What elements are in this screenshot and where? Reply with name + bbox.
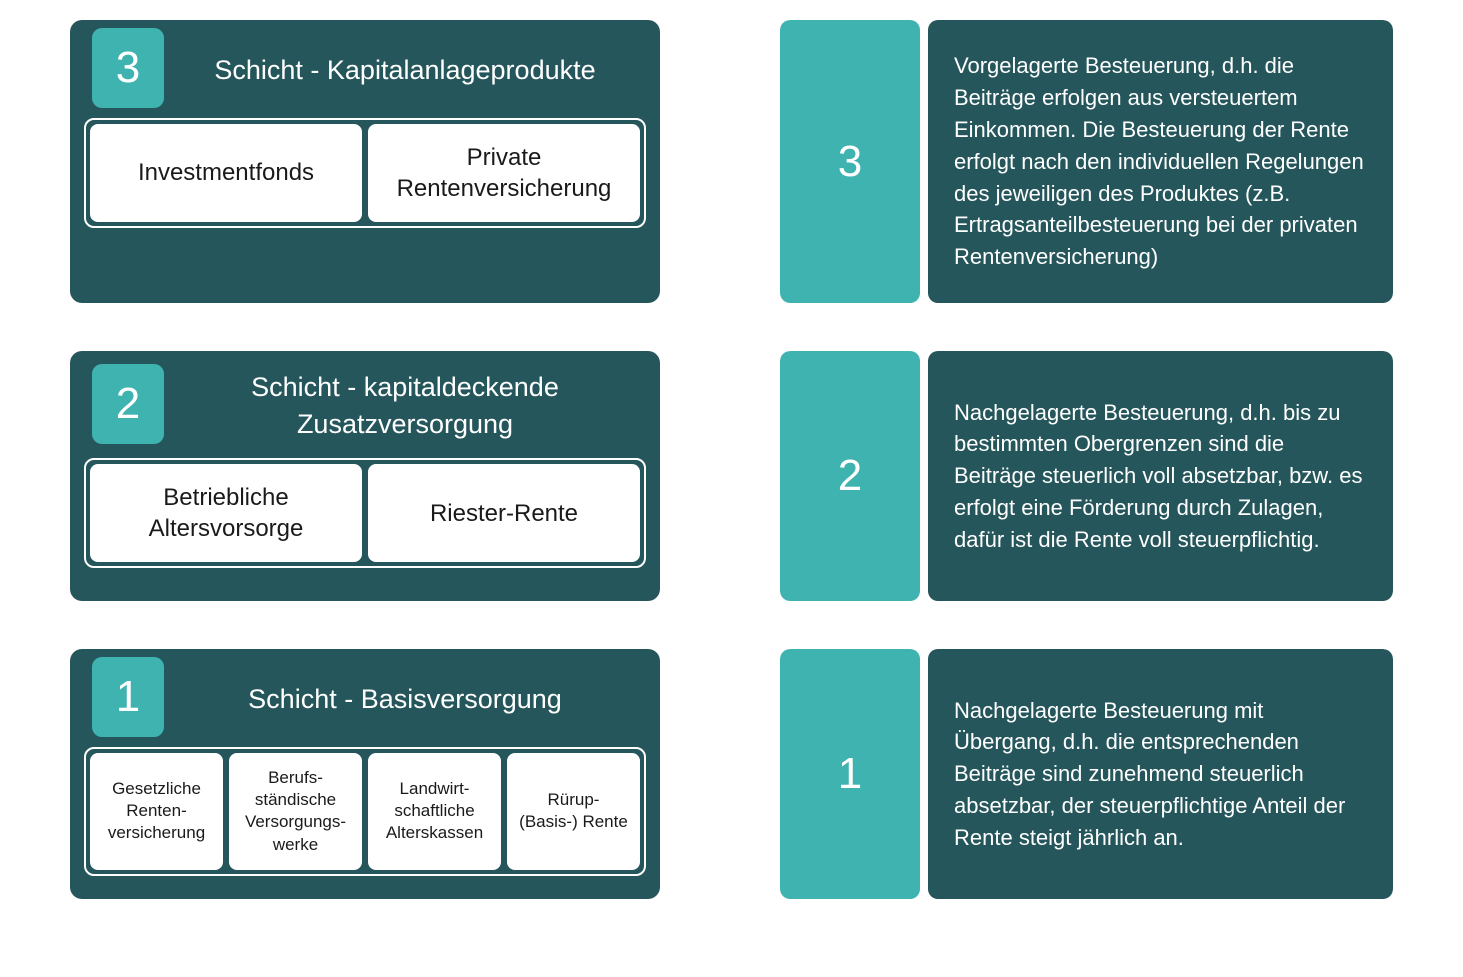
layer-number-badge: 1 <box>92 657 164 737</box>
layer-item: Rürup-(Basis-) Rente <box>507 753 640 869</box>
layer-header: 2 Schicht - kapitaldeckende Zusatzversor… <box>84 363 646 448</box>
description-card-2: 2 Nachgelagerte Besteuerung, d.h. bis zu… <box>780 351 1393 601</box>
description-text: Nachgelagerte Besteuerung mit Übergang, … <box>928 649 1393 899</box>
description-card-3: 3 Vorgelagerte Besteuerung, d.h. die Bei… <box>780 20 1393 303</box>
layer-number-badge: 3 <box>92 28 164 108</box>
layer-item: Betriebliche Altersvorsorge <box>90 464 362 562</box>
description-number-badge: 1 <box>780 649 920 899</box>
layer-card-3: 3 Schicht - Kapitalanlageprodukte Invest… <box>70 20 660 303</box>
layer-header: 3 Schicht - Kapitalanlageprodukte <box>84 32 646 108</box>
layer-row-2: 2 Schicht - kapitaldeckende Zusatzversor… <box>70 351 1393 601</box>
layer-item: Riester-Rente <box>368 464 640 562</box>
layer-card-2: 2 Schicht - kapitaldeckende Zusatzversor… <box>70 351 660 601</box>
layer-row-1: 1 Schicht - Basisversorgung Gesetzliche … <box>70 649 1393 899</box>
layer-row-3: 3 Schicht - Kapitalanlageprodukte Invest… <box>70 20 1393 303</box>
layer-items: Gesetzliche Renten-versicherung Berufs-s… <box>84 747 646 875</box>
layer-title: Schicht - kapitaldeckende Zusatzversorgu… <box>164 363 646 448</box>
layer-title: Schicht - Kapitalanlageprodukte <box>164 46 646 94</box>
description-text: Nachgelagerte Besteuerung, d.h. bis zu b… <box>928 351 1393 601</box>
description-number-badge: 2 <box>780 351 920 601</box>
description-text: Vorgelagerte Besteuerung, d.h. die Beitr… <box>928 20 1393 303</box>
layer-card-1: 1 Schicht - Basisversorgung Gesetzliche … <box>70 649 660 899</box>
layer-item: Private Rentenversicherung <box>368 124 640 222</box>
layer-items: Investmentfonds Private Rentenversicheru… <box>84 118 646 228</box>
layer-title: Schicht - Basisversorgung <box>164 675 646 723</box>
diagram-container: 3 Schicht - Kapitalanlageprodukte Invest… <box>70 20 1393 899</box>
description-card-1: 1 Nachgelagerte Besteuerung mit Übergang… <box>780 649 1393 899</box>
layer-number-badge: 2 <box>92 364 164 444</box>
layer-header: 1 Schicht - Basisversorgung <box>84 661 646 737</box>
layer-item: Berufs-ständische Versorgungs-werke <box>229 753 362 869</box>
layer-item: Gesetzliche Renten-versicherung <box>90 753 223 869</box>
layer-items: Betriebliche Altersvorsorge Riester-Rent… <box>84 458 646 568</box>
layer-item: Landwirt-schaftliche Alterskassen <box>368 753 501 869</box>
description-number-badge: 3 <box>780 20 920 303</box>
layer-item: Investmentfonds <box>90 124 362 222</box>
